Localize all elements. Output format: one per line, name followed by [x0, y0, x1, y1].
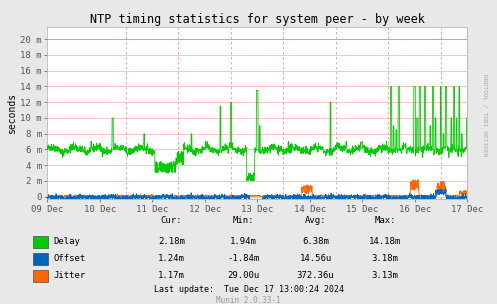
Text: Delay: Delay: [54, 237, 81, 246]
Text: 1.17m: 1.17m: [158, 271, 185, 280]
Text: 372.36u: 372.36u: [297, 271, 334, 280]
Text: Min:: Min:: [233, 216, 254, 225]
Text: RRDTOOL / TOBI OETIKER: RRDTOOL / TOBI OETIKER: [482, 74, 487, 157]
Text: 14.56u: 14.56u: [300, 254, 331, 263]
Text: 3.13m: 3.13m: [372, 271, 399, 280]
Text: Avg:: Avg:: [305, 216, 327, 225]
Text: Offset: Offset: [54, 254, 86, 263]
Text: 6.38m: 6.38m: [302, 237, 329, 246]
Text: 14.18m: 14.18m: [369, 237, 401, 246]
Text: -1.84m: -1.84m: [228, 254, 259, 263]
Y-axis label: seconds: seconds: [7, 93, 17, 134]
Title: NTP timing statistics for system peer - by week: NTP timing statistics for system peer - …: [90, 13, 424, 26]
Text: Max:: Max:: [374, 216, 396, 225]
Text: 29.00u: 29.00u: [228, 271, 259, 280]
Text: Last update:  Tue Dec 17 13:00:24 2024: Last update: Tue Dec 17 13:00:24 2024: [154, 285, 343, 294]
Text: Cur:: Cur:: [161, 216, 182, 225]
Text: 1.24m: 1.24m: [158, 254, 185, 263]
Text: 1.94m: 1.94m: [230, 237, 257, 246]
Text: Jitter: Jitter: [54, 271, 86, 280]
Text: 2.18m: 2.18m: [158, 237, 185, 246]
Text: Munin 2.0.33-1: Munin 2.0.33-1: [216, 296, 281, 304]
Text: 3.18m: 3.18m: [372, 254, 399, 263]
